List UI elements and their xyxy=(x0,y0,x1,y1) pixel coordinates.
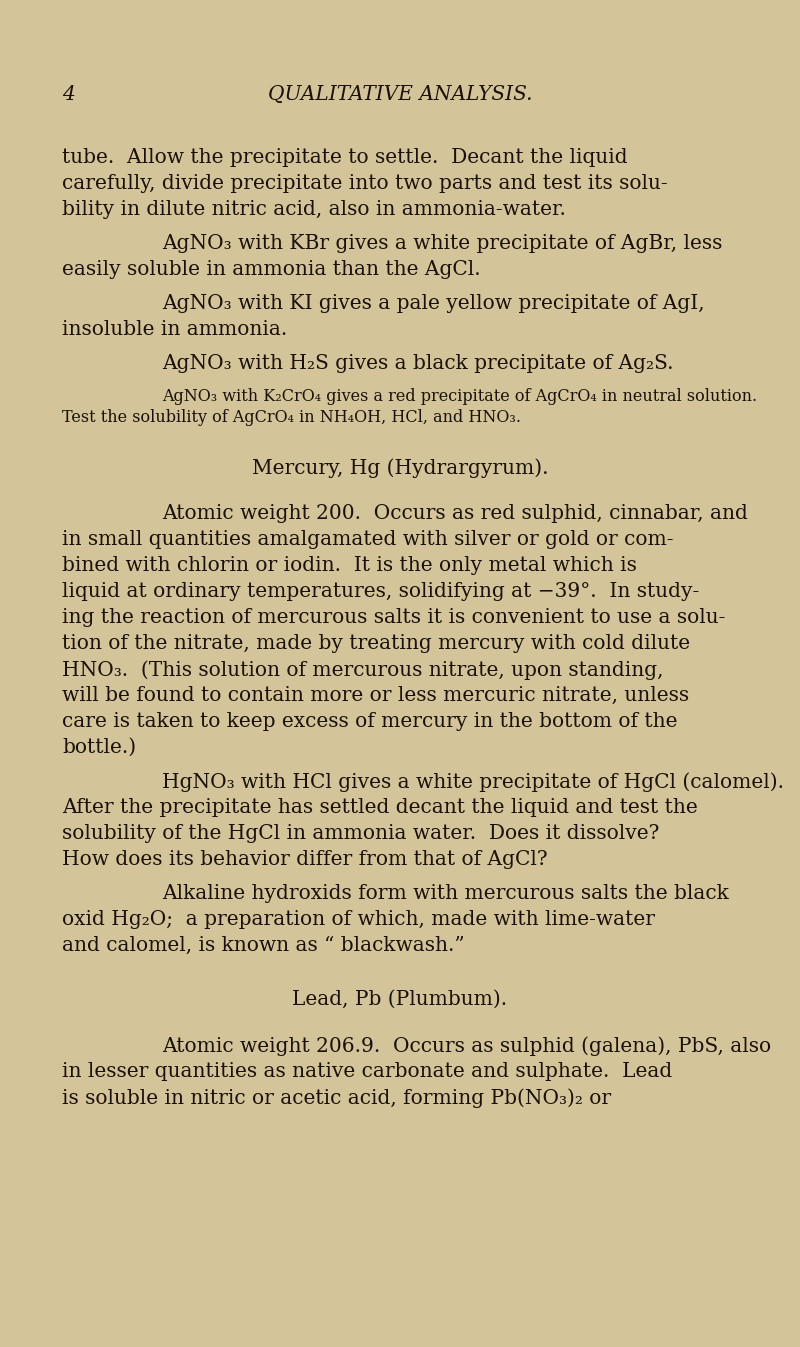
Text: and calomel, is known as “ blackwash.”: and calomel, is known as “ blackwash.” xyxy=(62,936,465,955)
Text: QUALITATIVE ANALYSIS.: QUALITATIVE ANALYSIS. xyxy=(268,85,532,104)
Text: solubility of the HgCl in ammonia water.  Does it dissolve?: solubility of the HgCl in ammonia water.… xyxy=(62,824,659,843)
Text: tube.  Allow the precipitate to settle.  Decant the liquid: tube. Allow the precipitate to settle. D… xyxy=(62,148,628,167)
Text: Atomic weight 200.  Occurs as red sulphid, cinnabar, and: Atomic weight 200. Occurs as red sulphid… xyxy=(162,504,748,523)
Text: How does its behavior differ from that of AgCl?: How does its behavior differ from that o… xyxy=(62,850,548,869)
Text: Lead, Pb (Plumbum).: Lead, Pb (Plumbum). xyxy=(293,990,507,1009)
Text: Alkaline hydroxids form with mercurous salts the black: Alkaline hydroxids form with mercurous s… xyxy=(162,884,729,902)
Text: oxid Hg₂O;  a preparation of which, made with lime-water: oxid Hg₂O; a preparation of which, made … xyxy=(62,911,655,929)
Text: easily soluble in ammonia than the AgCl.: easily soluble in ammonia than the AgCl. xyxy=(62,260,481,279)
Text: HNO₃.  (This solution of mercurous nitrate, upon standing,: HNO₃. (This solution of mercurous nitrat… xyxy=(62,660,663,680)
Text: in lesser quantities as native carbonate and sulphate.  Lead: in lesser quantities as native carbonate… xyxy=(62,1061,672,1082)
Text: Atomic weight 206.9.  Occurs as sulphid (galena), PbS, also: Atomic weight 206.9. Occurs as sulphid (… xyxy=(162,1036,771,1056)
Text: ing the reaction of mercurous salts it is convenient to use a solu-: ing the reaction of mercurous salts it i… xyxy=(62,607,726,626)
Text: bility in dilute nitric acid, also in ammonia-water.: bility in dilute nitric acid, also in am… xyxy=(62,199,566,220)
Text: liquid at ordinary temperatures, solidifying at −39°.  In study-: liquid at ordinary temperatures, solidif… xyxy=(62,582,699,601)
Text: HgNO₃ with HCl gives a white precipitate of HgCl (calomel).: HgNO₃ with HCl gives a white precipitate… xyxy=(162,772,784,792)
Text: is soluble in nitric or acetic acid, forming Pb(NO₃)₂ or: is soluble in nitric or acetic acid, for… xyxy=(62,1088,611,1107)
Text: bottle.): bottle.) xyxy=(62,738,136,757)
Text: care is taken to keep excess of mercury in the bottom of the: care is taken to keep excess of mercury … xyxy=(62,713,678,731)
Text: in small quantities amalgamated with silver or gold or com-: in small quantities amalgamated with sil… xyxy=(62,529,674,550)
Text: tion of the nitrate, made by treating mercury with cold dilute: tion of the nitrate, made by treating me… xyxy=(62,634,690,653)
Text: After the precipitate has settled decant the liquid and test the: After the precipitate has settled decant… xyxy=(62,797,698,818)
Text: AgNO₃ with KBr gives a white precipitate of AgBr, less: AgNO₃ with KBr gives a white precipitate… xyxy=(162,234,722,253)
Text: bined with chlorin or iodin.  It is the only metal which is: bined with chlorin or iodin. It is the o… xyxy=(62,556,637,575)
Text: will be found to contain more or less mercuric nitrate, unless: will be found to contain more or less me… xyxy=(62,686,689,704)
Text: AgNO₃ with K₂CrO₄ gives a red precipitate of AgCrO₄ in neutral solution.: AgNO₃ with K₂CrO₄ gives a red precipitat… xyxy=(162,388,757,405)
Text: AgNO₃ with H₂S gives a black precipitate of Ag₂S.: AgNO₃ with H₂S gives a black precipitate… xyxy=(162,354,674,373)
Text: 4: 4 xyxy=(62,85,74,104)
Text: carefully, divide precipitate into two parts and test its solu-: carefully, divide precipitate into two p… xyxy=(62,174,668,193)
Text: insoluble in ammonia.: insoluble in ammonia. xyxy=(62,321,287,339)
Text: Mercury, Hg (Hydrargyrum).: Mercury, Hg (Hydrargyrum). xyxy=(252,458,548,478)
Text: Test the solubility of AgCrO₄ in NH₄OH, HCl, and HNO₃.: Test the solubility of AgCrO₄ in NH₄OH, … xyxy=(62,409,521,426)
Text: AgNO₃ with KI gives a pale yellow precipitate of AgI,: AgNO₃ with KI gives a pale yellow precip… xyxy=(162,294,705,313)
